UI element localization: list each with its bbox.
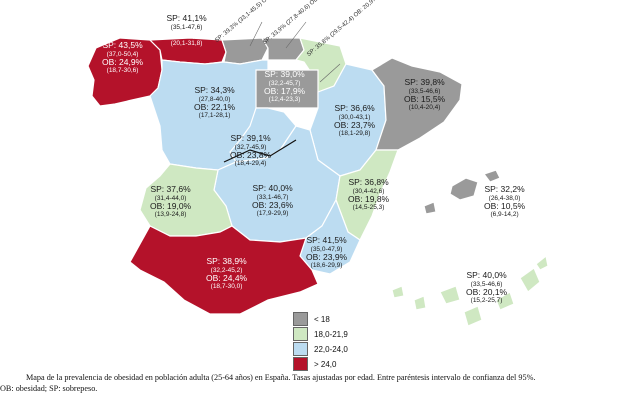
region-baleares-menorca[interactable]: [483, 169, 501, 183]
region-andalucia[interactable]: [129, 225, 319, 315]
map-legend: < 18 18,0-21,9 22,0-24,0 > 24,0: [293, 312, 348, 372]
label-extremadura: SP: 37,6% (31,4-44,0) OB: 19,0% (13,9-24…: [150, 184, 192, 219]
legend-item: < 18: [293, 312, 348, 326]
label-canarias: SP: 40,0% (33,5-46,6) OB: 20,1% (15,2-25…: [466, 270, 508, 305]
figure-caption: Mapa de la prevalencia de obesidad en po…: [0, 373, 640, 393]
label-murcia: SP: 41,5% (35,0-47,9) OB: 23,9% (18,6-29…: [306, 235, 348, 270]
legend-swatch: [293, 357, 308, 371]
label-valencia: SP: 36,8% (30,4-42,6) OB: 19,8% (14,5-25…: [348, 177, 390, 212]
label-galicia: SP: 43,5% (37,0-50,4) OB: 24,9% (18,7-30…: [102, 40, 144, 75]
cantabria-callout-line: [249, 21, 263, 47]
legend-swatch: [293, 327, 308, 341]
region-cataluna[interactable]: [371, 57, 463, 151]
legend-label: 18,0-21,9: [314, 329, 348, 339]
label-andalucia: SP: 38,9% (32,2-45,2) OB: 24,4% (18,7-30…: [206, 256, 248, 291]
region-canarias-5[interactable]: [495, 291, 515, 311]
region-canarias-6[interactable]: [519, 267, 541, 293]
navarra-callout-line: [319, 63, 341, 83]
legend-item: 18,0-21,9: [293, 327, 348, 341]
region-canarias-3[interactable]: [439, 285, 461, 305]
madrid-callout-line: [223, 139, 297, 163]
legend-item: 22,0-24,0: [293, 342, 348, 356]
label-la-rioja: SP: 39,0% (32,2-45,7) OB: 17,9% (12,4-23…: [264, 69, 306, 104]
spain-obesity-map: [87, 21, 549, 327]
legend-item: > 24,0: [293, 357, 348, 371]
legend-label: < 18: [314, 314, 330, 324]
region-baleares-ibiza[interactable]: [423, 201, 437, 215]
label-madrid: SP: 39,1% (32,7-45,9) OB: 23,8% (18,4-29…: [230, 133, 272, 168]
legend-swatch: [293, 342, 308, 356]
label-castilla-la-mancha: SP: 40,0% (33,1-46,7) OB: 23,6% (17,9-29…: [252, 183, 294, 218]
legend-label: > 24,0: [314, 359, 337, 369]
caption-line-1: Mapa de la prevalencia de obesidad en po…: [26, 373, 536, 382]
label-castilla-leon: SP: 34,3% (27,8-40,0) OB: 22,1% (17,1-28…: [194, 85, 236, 120]
region-canarias-7[interactable]: [535, 254, 549, 271]
label-cataluna: SP: 39,8% (33,5-46,6) OB: 15,5% (10,4-20…: [404, 77, 446, 112]
region-canarias-2[interactable]: [413, 295, 427, 311]
pais-vasco-callout-line: [285, 21, 307, 49]
label-aragon: SP: 36,6% (30,0-43,1) OB: 23,7% (18,1-29…: [334, 103, 376, 138]
region-baleares[interactable]: [449, 177, 479, 201]
region-canarias-4[interactable]: [463, 305, 483, 327]
legend-swatch: [293, 312, 308, 326]
label-asturias: SP: 41,1% (35,1-47,6) OB: 25,7% (20,1-31…: [166, 13, 208, 48]
caption-line-2: OB: obesidad; SP: sobrepeso.: [0, 384, 98, 393]
legend-label: 22,0-24,0: [314, 344, 348, 354]
label-baleares: SP: 32,2% (26,4-38,0) OB: 10,5% (6,9-14,…: [484, 184, 526, 219]
region-canarias-1[interactable]: [391, 285, 405, 299]
